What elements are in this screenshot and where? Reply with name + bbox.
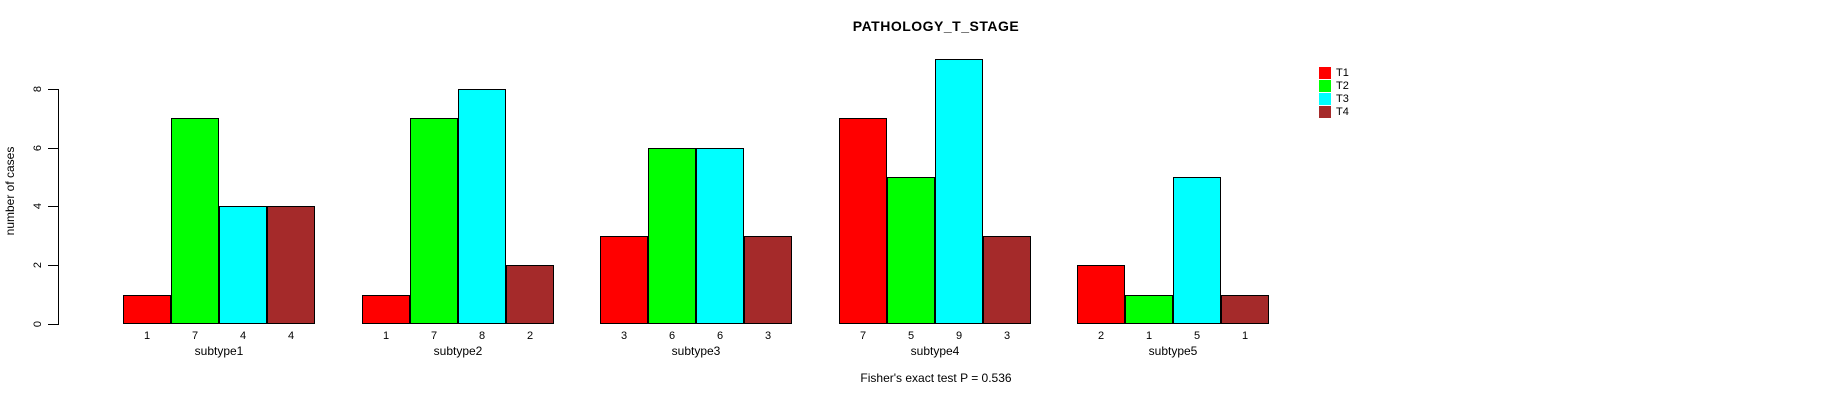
bar-value-label: 8 (478, 330, 486, 342)
bar-subtype2-T3 (458, 88, 506, 324)
x-category-label-subtype2: subtype2 (433, 344, 483, 358)
bar-value-label: 7 (191, 330, 199, 342)
bar-value-label: 2 (526, 330, 534, 342)
legend-label-T4: T4 (1336, 105, 1349, 118)
bar-value-label: 5 (907, 330, 915, 342)
y-tick-mark (48, 265, 58, 266)
bar-subtype1-T3 (219, 206, 267, 324)
y-tick-mark (48, 148, 58, 149)
legend-swatch-T1 (1319, 66, 1331, 79)
y-tick-mark (48, 324, 58, 325)
bar-value-label: 7 (430, 330, 438, 342)
y-tick-label: 8 (32, 85, 44, 93)
bar-value-label: 7 (859, 330, 867, 342)
legend-swatch-T4 (1319, 105, 1331, 118)
chart-title: PATHOLOGY_T_STAGE (852, 18, 1020, 34)
y-tick-label: 2 (32, 261, 44, 269)
legend-item-T1: T1 (1319, 66, 1349, 79)
y-axis-label: number of cases (3, 146, 17, 236)
legend-item-T2: T2 (1319, 79, 1349, 92)
bar-subtype5-T2 (1125, 294, 1173, 324)
bar-value-label: 1 (143, 330, 151, 342)
bar-value-label: 6 (716, 330, 724, 342)
bar-value-label: 9 (955, 330, 963, 342)
legend-label-T1: T1 (1336, 66, 1349, 79)
legend-label-T3: T3 (1336, 92, 1349, 105)
y-tick-label: 6 (32, 144, 44, 152)
y-tick-mark (48, 89, 58, 90)
bar-subtype2-T4 (506, 265, 554, 324)
bar-subtype2-T2 (410, 118, 458, 324)
bar-value-label: 1 (1241, 330, 1249, 342)
bar-value-label: 1 (1145, 330, 1153, 342)
bar-subtype5-T4 (1221, 294, 1269, 324)
bar-value-label: 2 (1097, 330, 1105, 342)
bar-subtype4-T2 (887, 177, 935, 324)
x-category-label-subtype5: subtype5 (1148, 344, 1198, 358)
bar-value-label: 1 (382, 330, 390, 342)
y-tick-mark (48, 206, 58, 207)
bar-subtype4-T3 (935, 59, 983, 324)
y-axis-line (58, 88, 59, 325)
legend-label-T2: T2 (1336, 79, 1349, 92)
bar-value-label: 4 (287, 330, 295, 342)
bar-subtype4-T4 (983, 235, 1031, 324)
x-category-label-subtype4: subtype4 (910, 344, 960, 358)
bar-subtype3-T1 (600, 235, 648, 324)
legend-swatch-T2 (1319, 79, 1331, 92)
bar-subtype3-T3 (696, 147, 744, 324)
bar-value-label: 3 (620, 330, 628, 342)
y-tick-label: 4 (32, 202, 44, 210)
legend: T1 T2 T3 T4 (1319, 66, 1349, 118)
legend-item-T4: T4 (1319, 105, 1349, 118)
bar-value-label: 4 (239, 330, 247, 342)
bar-subtype4-T1 (839, 118, 887, 324)
x-category-label-subtype3: subtype3 (671, 344, 721, 358)
x-category-label-subtype1: subtype1 (194, 344, 244, 358)
bar-subtype3-T2 (648, 147, 696, 324)
bar-subtype1-T2 (171, 118, 219, 324)
legend-swatch-T3 (1319, 92, 1331, 105)
bar-subtype5-T3 (1173, 177, 1221, 324)
legend-item-T3: T3 (1319, 92, 1349, 105)
bar-subtype5-T1 (1077, 265, 1125, 324)
bar-value-label: 6 (668, 330, 676, 342)
bar-value-label: 5 (1193, 330, 1201, 342)
y-tick-label: 0 (32, 320, 44, 328)
bar-subtype1-T1 (123, 294, 171, 324)
fisher-test-caption: Fisher's exact test P = 0.536 (860, 371, 1012, 385)
bar-value-label: 3 (764, 330, 772, 342)
bar-value-label: 3 (1003, 330, 1011, 342)
bar-subtype2-T1 (362, 294, 410, 324)
bar-subtype1-T4 (267, 206, 315, 324)
bar-subtype3-T4 (744, 235, 792, 324)
